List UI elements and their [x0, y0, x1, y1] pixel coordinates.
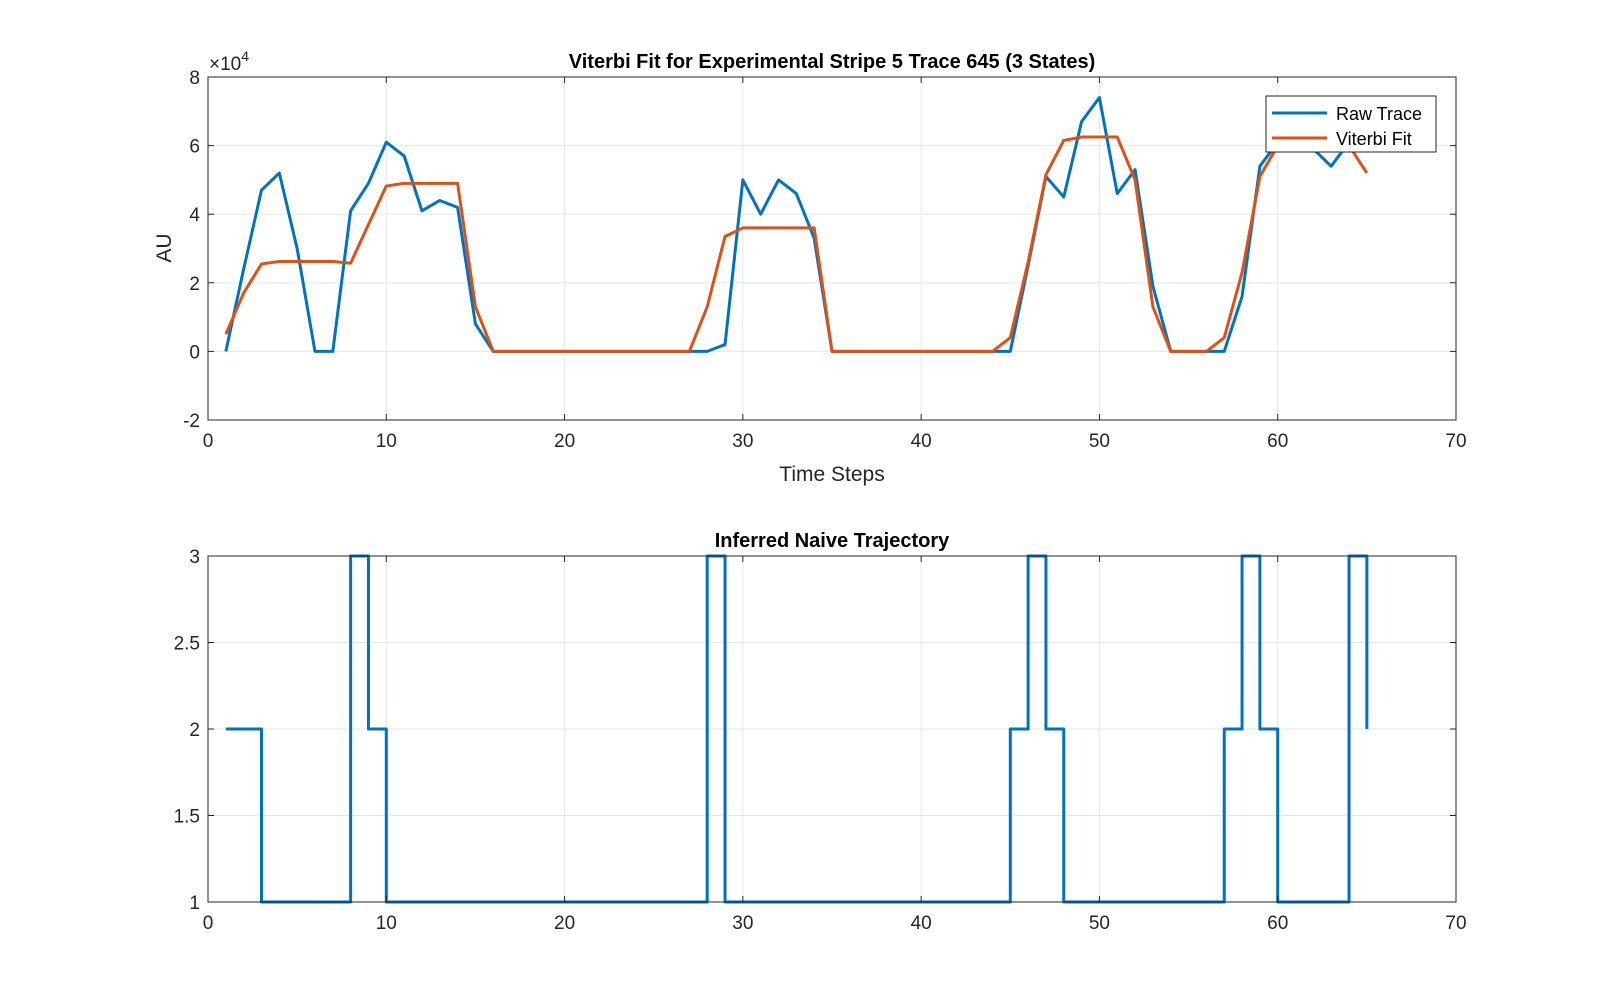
top-chart-title: Viterbi Fit for Experimental Stripe 5 Tr…: [569, 51, 1096, 73]
top-x-tick-label: 70: [1445, 431, 1466, 452]
top-y-tick-label: 0: [189, 342, 200, 363]
y-exponent-label: ×104: [209, 48, 249, 75]
top-x-tick-label: 50: [1089, 431, 1110, 452]
top-y-tick-label: 8: [189, 68, 200, 89]
bottom-x-tick-label: 10: [376, 913, 397, 934]
bottom-x-tick-label: 60: [1267, 913, 1288, 934]
bottom-axes: 0 10 20 30 40 50 60 70 1 1.5 2 2.5 3 Inferred Naive …: [174, 530, 1467, 934]
top-y-axis-label: AU: [153, 233, 176, 262]
bottom-y-tick-label: 1.5: [174, 807, 200, 828]
bottom-x-tick-label: 70: [1445, 913, 1466, 934]
top-x-tick-label: 60: [1267, 431, 1288, 452]
top-y-tick-label: -2: [183, 411, 200, 432]
top-x-tick-label: 40: [911, 431, 932, 452]
legend-label-raw-trace: Raw Trace: [1336, 104, 1422, 124]
y-exponent-base: ×10: [209, 54, 241, 75]
top-y-tick-label: 4: [189, 205, 200, 226]
bottom-x-tick-label: 20: [554, 913, 575, 934]
y-exponent-power: 4: [241, 48, 249, 64]
bottom-y-tick-label: 3: [189, 547, 200, 568]
bottom-x-tick-label: 30: [732, 913, 753, 934]
top-x-tick-label: 30: [732, 431, 753, 452]
bottom-y-tick-label: 1: [189, 893, 200, 914]
bottom-y-tick-label: 2.5: [174, 634, 200, 655]
bottom-ticks: 0 10 20 30 40 50 60 70 1 1.5 2 2.5 3: [174, 547, 1467, 934]
top-x-axis-label: Time Steps: [779, 463, 884, 486]
top-y-tick-label: 6: [189, 137, 200, 158]
bottom-x-tick-label: 50: [1089, 913, 1110, 934]
top-x-tick-label: 20: [554, 431, 575, 452]
bottom-chart-title: Inferred Naive Trajectory: [715, 530, 950, 552]
top-series: [224, 96, 1369, 353]
legend-box: [1265, 95, 1437, 153]
top-y-tick-label: 2: [189, 274, 200, 295]
top-series-viterbi-fit: [224, 135, 1369, 353]
bottom-x-tick-label: 0: [203, 913, 214, 934]
legend: Raw Trace Viterbi Fit: [1265, 95, 1437, 153]
legend-label-viterbi-fit: Viterbi Fit: [1336, 129, 1412, 149]
bottom-x-tick-label: 40: [911, 913, 932, 934]
top-axes-box: [207, 76, 1457, 421]
bottom-y-tick-label: 2: [189, 720, 200, 741]
top-x-tick-label: 0: [203, 431, 214, 452]
top-x-tick-label: 10: [376, 431, 397, 452]
